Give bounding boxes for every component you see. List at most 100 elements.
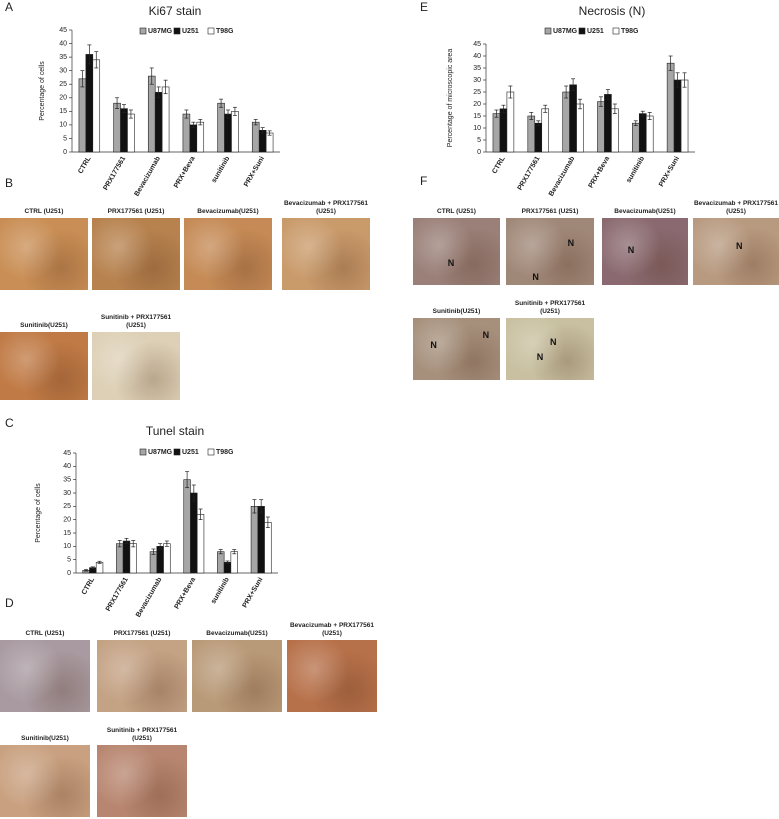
bar — [190, 492, 198, 574]
bar — [149, 551, 158, 574]
y-tick-label: 35 — [59, 54, 67, 61]
image-cell: CTRL (U251) N — [413, 196, 500, 285]
bar — [257, 506, 265, 574]
image-cell: PRX177561 (U251) — [92, 196, 180, 290]
y-tick-label: 20 — [59, 95, 67, 102]
bar — [217, 102, 225, 153]
micrograph: N — [693, 218, 779, 285]
image-caption: Bevacizumab(U251) — [197, 208, 259, 215]
image-caption: Sunitinib(U251) — [432, 308, 481, 315]
bar — [120, 108, 128, 153]
y-tick-label: 15 — [63, 530, 71, 537]
y-tick-label: 5 — [477, 137, 481, 144]
legend-swatch — [139, 27, 147, 35]
micrograph — [0, 640, 90, 712]
legend-label: U87MG — [148, 28, 173, 35]
necrosis-label: N — [736, 241, 743, 252]
legend-label: U251 — [587, 28, 604, 35]
chart-title: Tunel stain — [146, 424, 204, 438]
x-tick-label: PRX+Beva — [173, 576, 197, 610]
necrosis-label: N — [627, 244, 635, 255]
bar — [506, 91, 515, 153]
bar — [113, 102, 121, 153]
micrograph — [92, 218, 180, 290]
micrograph — [97, 745, 187, 817]
bar — [196, 121, 205, 153]
legend-label: U251 — [182, 449, 199, 456]
bar — [127, 113, 135, 153]
y-tick-label: 45 — [63, 450, 71, 457]
image-cell: Bevacizumab + PRX177561 (U251) — [287, 618, 377, 712]
legend-swatch — [207, 448, 215, 456]
image-caption: CTRL (U251) — [25, 630, 65, 637]
legend-swatch — [612, 27, 620, 35]
x-tick-label: sunitinib — [211, 155, 232, 184]
y-tick-label: 25 — [59, 81, 67, 88]
image-cell: PRX177561 (U251) — [97, 618, 187, 712]
necrosis-label: N — [430, 339, 437, 350]
panel-label: D — [5, 596, 14, 610]
image-caption: CTRL (U251) — [437, 208, 476, 215]
image-cell: Sunitinib + PRX177561 (U251) N N — [506, 296, 594, 380]
bar — [258, 130, 267, 153]
bar — [265, 132, 274, 153]
y-tick-label: 10 — [63, 543, 71, 550]
y-tick-label: 25 — [473, 89, 481, 96]
image-caption: Sunitinib + PRX177561 (U251) — [514, 300, 586, 315]
image-cell: Sunitinib(U251) — [0, 310, 88, 400]
x-tick-label: CTRL — [77, 155, 93, 175]
y-tick-label: 40 — [63, 463, 71, 470]
chart-title: Necrosis (N) — [579, 4, 646, 18]
image-cell: Bevacizumab + PRX177561 (U251) N — [693, 196, 779, 285]
image-caption: Bevacizumab(U251) — [614, 208, 676, 215]
micrograph: N — [602, 218, 688, 285]
image-caption: Bevacizumab(U251) — [206, 630, 268, 637]
panel-label: F — [420, 174, 428, 188]
image-cell: Sunitinib + PRX177561 (U251) — [92, 310, 180, 400]
bar — [230, 551, 238, 574]
legend-swatch — [207, 27, 215, 35]
x-tick-label: PRX177561 — [105, 576, 130, 612]
bar — [92, 59, 101, 153]
image-caption: Bevacizumab + PRX177561 (U251) — [289, 622, 374, 637]
panel-label: C — [5, 416, 14, 430]
y-tick-label: 10 — [59, 122, 67, 129]
y-tick-label: 20 — [473, 101, 481, 108]
y-tick-label: 40 — [59, 40, 67, 47]
necrosis-label: N — [536, 352, 544, 363]
bar — [631, 122, 640, 153]
bar — [95, 562, 104, 574]
micrograph — [0, 332, 88, 400]
panel-label: A — [5, 0, 14, 14]
x-tick-label: sunitinib — [210, 576, 231, 605]
x-tick-label: PRX+Suni — [242, 576, 265, 609]
legend-swatch — [139, 448, 147, 456]
y-tick-label: 0 — [67, 570, 71, 577]
bar — [154, 92, 163, 153]
bar — [611, 108, 619, 153]
x-tick-label: Bevacizumab — [548, 155, 576, 197]
y-tick-label: 35 — [63, 477, 71, 484]
bar — [638, 113, 647, 153]
y-tick-label: 15 — [59, 108, 67, 115]
necrosis-label: N — [447, 258, 455, 269]
y-tick-label: 40 — [473, 53, 481, 60]
x-tick-label: PRX+Suni — [243, 155, 266, 188]
x-tick-label: PRX+Beva — [173, 155, 197, 189]
y-tick-label: 35 — [473, 65, 481, 72]
y-axis-label: Percentage of cells — [39, 61, 46, 121]
bar — [645, 115, 654, 153]
y-tick-label: 15 — [473, 113, 481, 120]
bar — [250, 506, 259, 574]
y-tick-label: 5 — [63, 135, 67, 142]
legend-label: T98G — [216, 28, 234, 35]
x-tick-label: PRX177561 — [517, 155, 542, 191]
bar — [189, 124, 198, 153]
bar — [527, 115, 536, 153]
image-caption: PRX177561 (U251) — [521, 208, 579, 215]
y-tick-label: 45 — [59, 27, 67, 34]
bar — [183, 479, 191, 574]
